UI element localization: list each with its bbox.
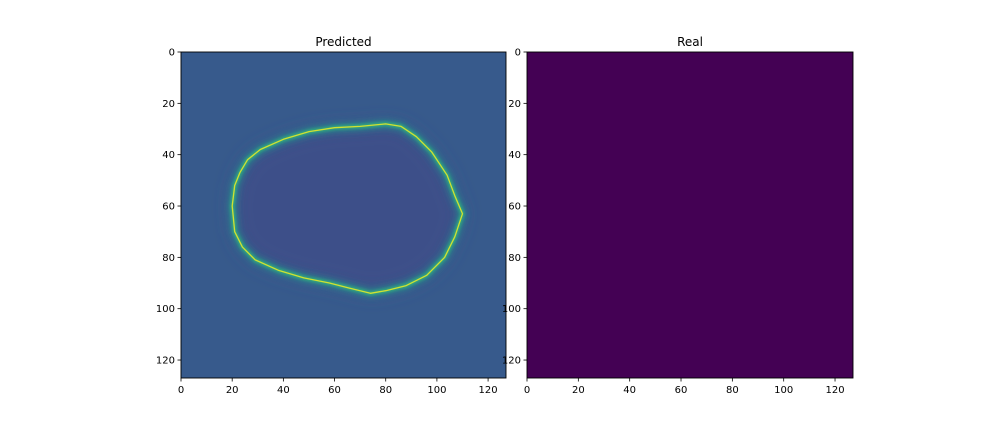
predicted-axes-frame <box>180 51 507 379</box>
x-tick-label: 80 <box>726 385 739 396</box>
x-tick-label: 100 <box>774 385 793 396</box>
y-tick-label: 120 <box>502 356 521 367</box>
y-tick-label: 40 <box>508 150 521 161</box>
y-tick-label: 80 <box>162 253 175 264</box>
x-tick-label: 120 <box>825 385 844 396</box>
predicted-y-ticks: 0 20 40 60 80 100 120 <box>156 48 181 367</box>
y-tick-label: 120 <box>156 356 175 367</box>
x-tick-label: 0 <box>178 385 184 396</box>
y-tick-label: 20 <box>508 99 521 110</box>
x-tick-label: 60 <box>328 385 341 396</box>
x-tick-label: 40 <box>277 385 290 396</box>
predicted-x-ticks: 0 20 40 60 80 100 120 <box>178 378 498 396</box>
y-tick-label: 80 <box>508 253 521 264</box>
y-tick-label: 0 <box>169 48 175 59</box>
real-axes-frame <box>526 51 854 379</box>
predicted-title: Predicted <box>315 35 371 49</box>
real-mask-fill <box>527 52 853 378</box>
y-tick-label: 20 <box>162 99 175 110</box>
x-tick-label: 40 <box>623 385 636 396</box>
y-tick-label: 40 <box>162 150 175 161</box>
y-tick-label: 60 <box>508 202 521 213</box>
x-tick-label: 20 <box>226 385 239 396</box>
y-tick-label: 0 <box>515 48 521 59</box>
x-tick-label: 80 <box>379 385 392 396</box>
y-tick-label: 100 <box>502 304 521 315</box>
x-tick-label: 60 <box>675 385 688 396</box>
predicted-contour <box>231 123 464 294</box>
real-panel: Real 0 20 40 60 80 100 120 0 20 40 60 80 100 120 <box>502 35 854 396</box>
real-y-ticks: 0 20 40 60 80 100 120 <box>502 48 527 367</box>
x-tick-label: 0 <box>524 385 530 396</box>
real-title: Real <box>677 35 703 49</box>
y-tick-label: 60 <box>162 202 175 213</box>
real-x-ticks: 0 20 40 60 80 100 120 <box>524 378 845 396</box>
real-image <box>527 52 853 378</box>
x-tick-label: 120 <box>479 385 498 396</box>
predicted-panel: Predicted 0 20 40 60 80 100 120 0 20 40 60 80 100 12… <box>156 35 507 396</box>
predicted-inner-region <box>232 123 463 294</box>
predicted-image <box>181 52 506 378</box>
y-tick-label: 100 <box>156 304 175 315</box>
x-tick-label: 20 <box>572 385 585 396</box>
x-tick-label: 100 <box>427 385 446 396</box>
